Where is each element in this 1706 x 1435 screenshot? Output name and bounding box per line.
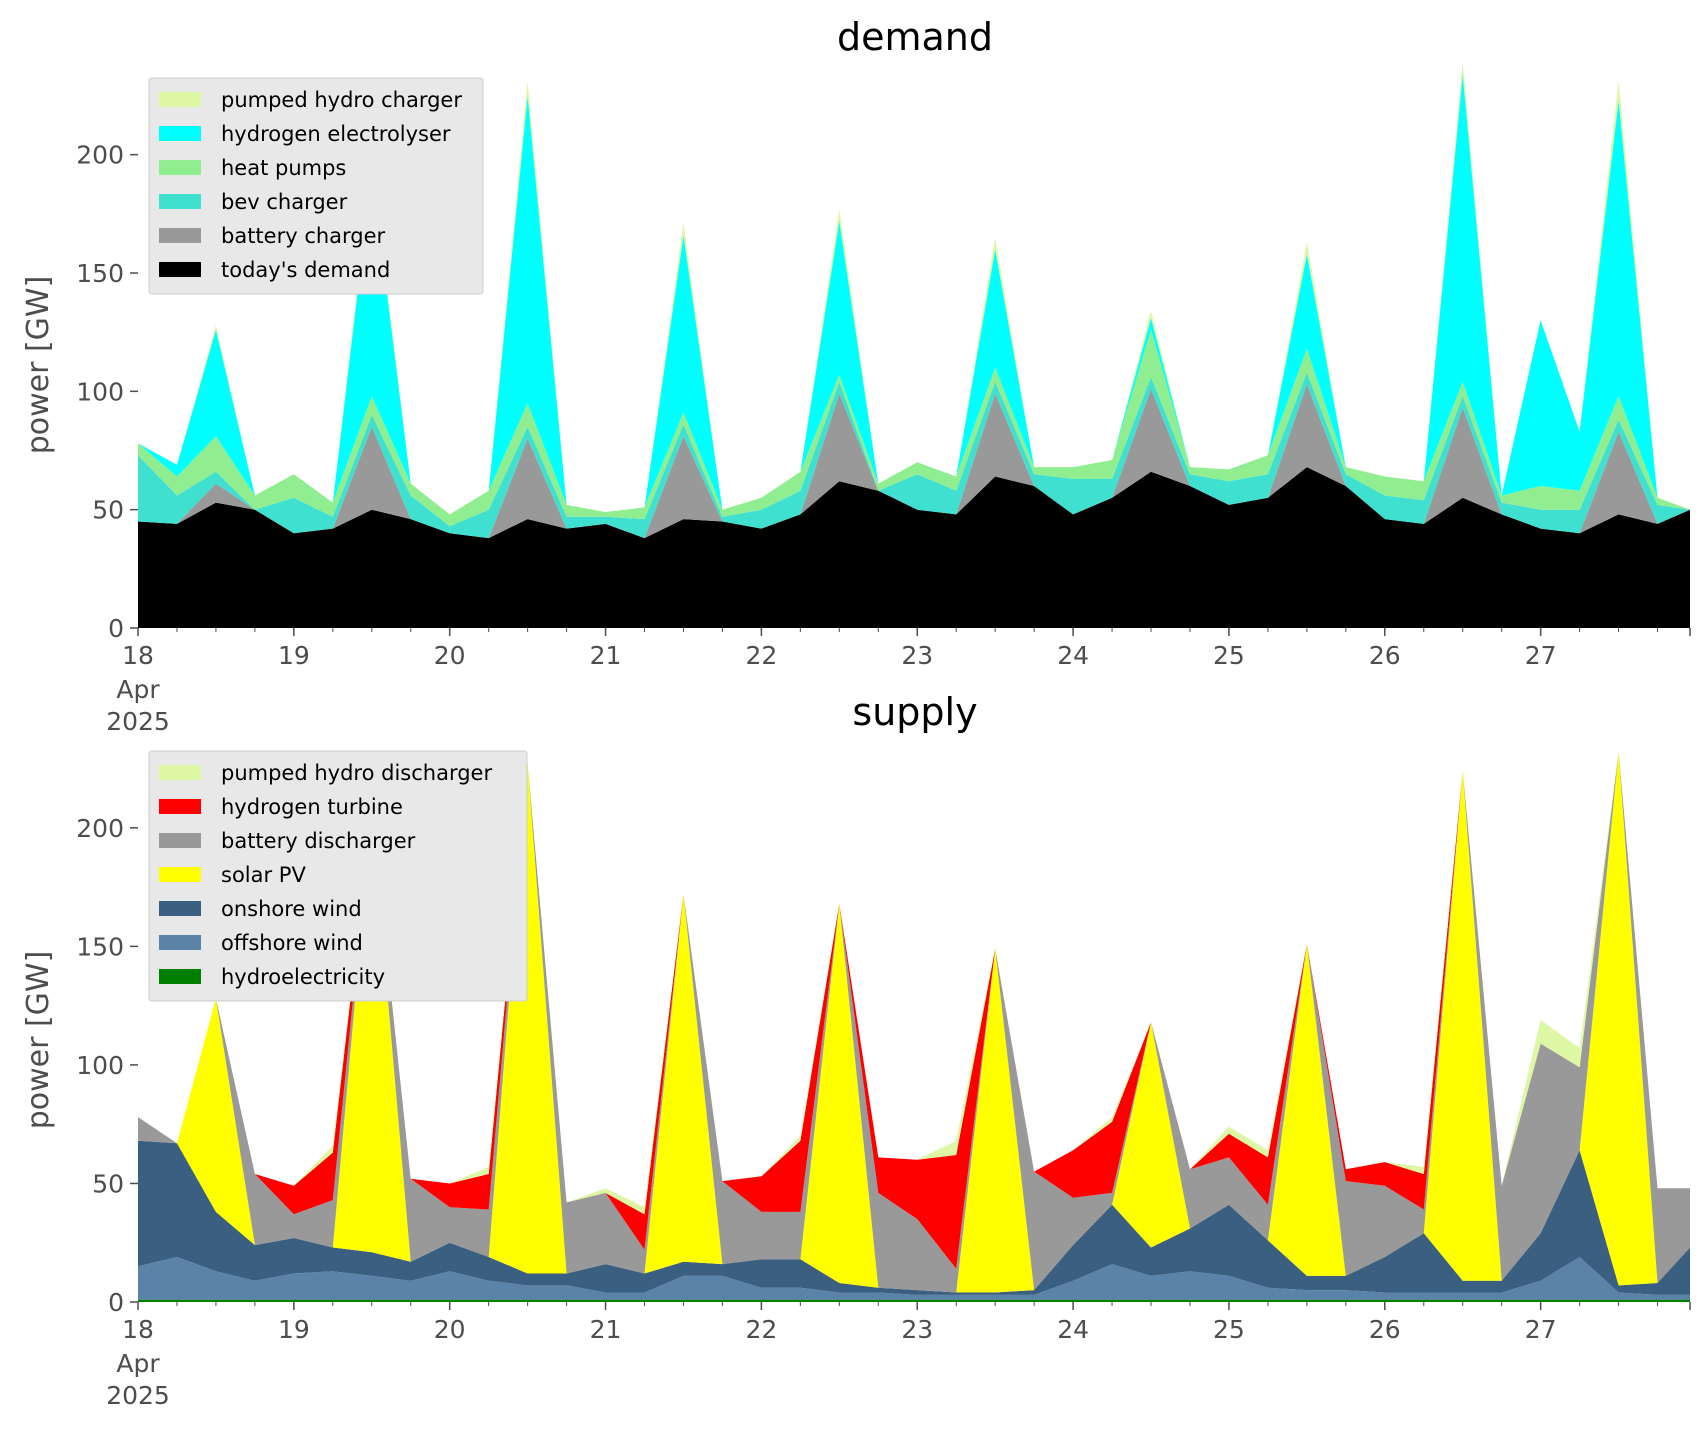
supply-title: supply [852, 690, 977, 734]
x-tick-label: 19 [278, 1315, 310, 1344]
legend-label-pumped-hydro-charger: pumped hydro charger [221, 88, 462, 112]
y-tick-label: 150 [76, 259, 124, 288]
x-tick-sublabel: Apr [116, 1349, 160, 1378]
x-tick-label: 19 [278, 641, 310, 670]
area-battery-charger [138, 384, 1690, 539]
x-tick-label: 26 [1369, 1315, 1401, 1344]
x-tick-label: 22 [745, 1315, 777, 1344]
y-tick-label: 200 [76, 814, 124, 843]
legend-swatch-hydroelectricity [159, 969, 201, 984]
area-offshore-wind [138, 1257, 1690, 1300]
y-tick-label: 150 [76, 932, 124, 961]
area-onshore-wind [138, 1140, 1690, 1295]
y-tick-label: 50 [92, 496, 124, 525]
legend-label-hydrogen-electrolyser: hydrogen electrolyser [221, 122, 451, 146]
y-tick-label: 100 [76, 377, 124, 406]
legend-swatch-battery-charger [159, 228, 201, 243]
area-today-s-demand [138, 467, 1690, 628]
legend-swatch-pumped-hydro-charger [159, 92, 201, 107]
x-tick-label: 21 [590, 1315, 622, 1344]
demand-y-axis: 0 50 100 150 200 [76, 141, 138, 643]
area-heat-pumps [138, 329, 1690, 527]
legend-swatch-onshore-wind [159, 901, 201, 916]
y-tick-label: 0 [108, 614, 124, 643]
y-tick-label: 50 [92, 1169, 124, 1198]
legend-swatch-offshore-wind [159, 935, 201, 950]
x-tick-label: 18 [122, 641, 154, 670]
area-battery-discharger [138, 752, 1690, 1293]
x-tick-label: 24 [1057, 1315, 1089, 1344]
area-hydrogen-turbine [138, 752, 1690, 1269]
legend-swatch-solar-pv [159, 867, 201, 882]
legend-swatch-hydrogen-turbine [159, 799, 201, 814]
x-tick-sublabel: Apr [116, 675, 160, 704]
legend-swatch-battery-discharger [159, 833, 201, 848]
legend-swatch-bev-charger [159, 194, 201, 209]
supply-y-axis: 0 50 100 150 200 [76, 814, 138, 1317]
legend-label-battery-charger: battery charger [221, 224, 386, 248]
legend-label-battery-discharger: battery discharger [221, 829, 416, 853]
legend-swatch-hydrogen-electrolyser [159, 126, 201, 141]
x-tick-label: 27 [1525, 641, 1557, 670]
x-tick-sublabel: 2025 [106, 1381, 170, 1410]
legend-label-pumped-hydro-discharger: pumped hydro discharger [221, 761, 492, 785]
x-tick-label: 24 [1057, 641, 1089, 670]
legend-label-solar-pv: solar PV [221, 863, 306, 887]
x-tick-label: 22 [745, 641, 777, 670]
supply-legend: pumped hydro discharger hydrogen turbine b… [148, 750, 528, 1002]
legend-label-bev-charger: bev charger [221, 190, 348, 214]
legend-swatch-heat-pumps [159, 160, 201, 175]
x-tick-label: 26 [1369, 641, 1401, 670]
legend-label-heat-pumps: heat pumps [221, 156, 346, 180]
demand-title: demand [837, 15, 993, 59]
area-hydroelectricity [138, 1299, 1690, 1302]
area-bev-charger [138, 372, 1690, 539]
demand-x-axis: 18 Apr 2025 19 20 21 22 23 24 25 26 27 [106, 628, 1691, 736]
legend-label-hydrogen-turbine: hydrogen turbine [221, 795, 403, 819]
y-tick-label: 100 [76, 1051, 124, 1080]
y-tick-label: 200 [76, 141, 124, 170]
demand-legend: pumped hydro charger hydrogen electrolyse… [148, 77, 484, 295]
legend-label-offshore-wind: offshore wind [221, 931, 363, 955]
y-tick-label: 0 [108, 1288, 124, 1317]
legend-label-onshore-wind: onshore wind [221, 897, 362, 921]
supply-ylabel: power [GW] [21, 951, 56, 1130]
x-tick-label: 21 [590, 641, 622, 670]
demand-areas [138, 62, 1690, 628]
legend-box [148, 750, 528, 1002]
x-tick-label: 25 [1213, 1315, 1245, 1344]
legend-box [148, 77, 484, 295]
x-tick-label: 23 [901, 641, 933, 670]
x-tick-label: 27 [1525, 1315, 1557, 1344]
x-tick-sublabel: 2025 [106, 707, 170, 736]
legend-swatch-pumped-hydro-discharger [159, 765, 201, 780]
legend-label-today-s-demand: today's demand [221, 258, 390, 282]
legend-label-hydroelectricity: hydroelectricity [221, 965, 385, 989]
x-tick-label: 20 [434, 641, 466, 670]
demand-ylabel: power [GW] [21, 276, 56, 455]
x-tick-label: 23 [901, 1315, 933, 1344]
legend-swatch-today-s-demand [159, 262, 201, 277]
x-tick-label: 25 [1213, 641, 1245, 670]
supply-x-axis: 18 Apr 2025 19 20 21 22 23 24 25 26 27 [106, 1302, 1691, 1410]
x-tick-label: 20 [434, 1315, 466, 1344]
x-tick-label: 18 [122, 1315, 154, 1344]
area-hydrogen-electrolyser [138, 74, 1690, 515]
